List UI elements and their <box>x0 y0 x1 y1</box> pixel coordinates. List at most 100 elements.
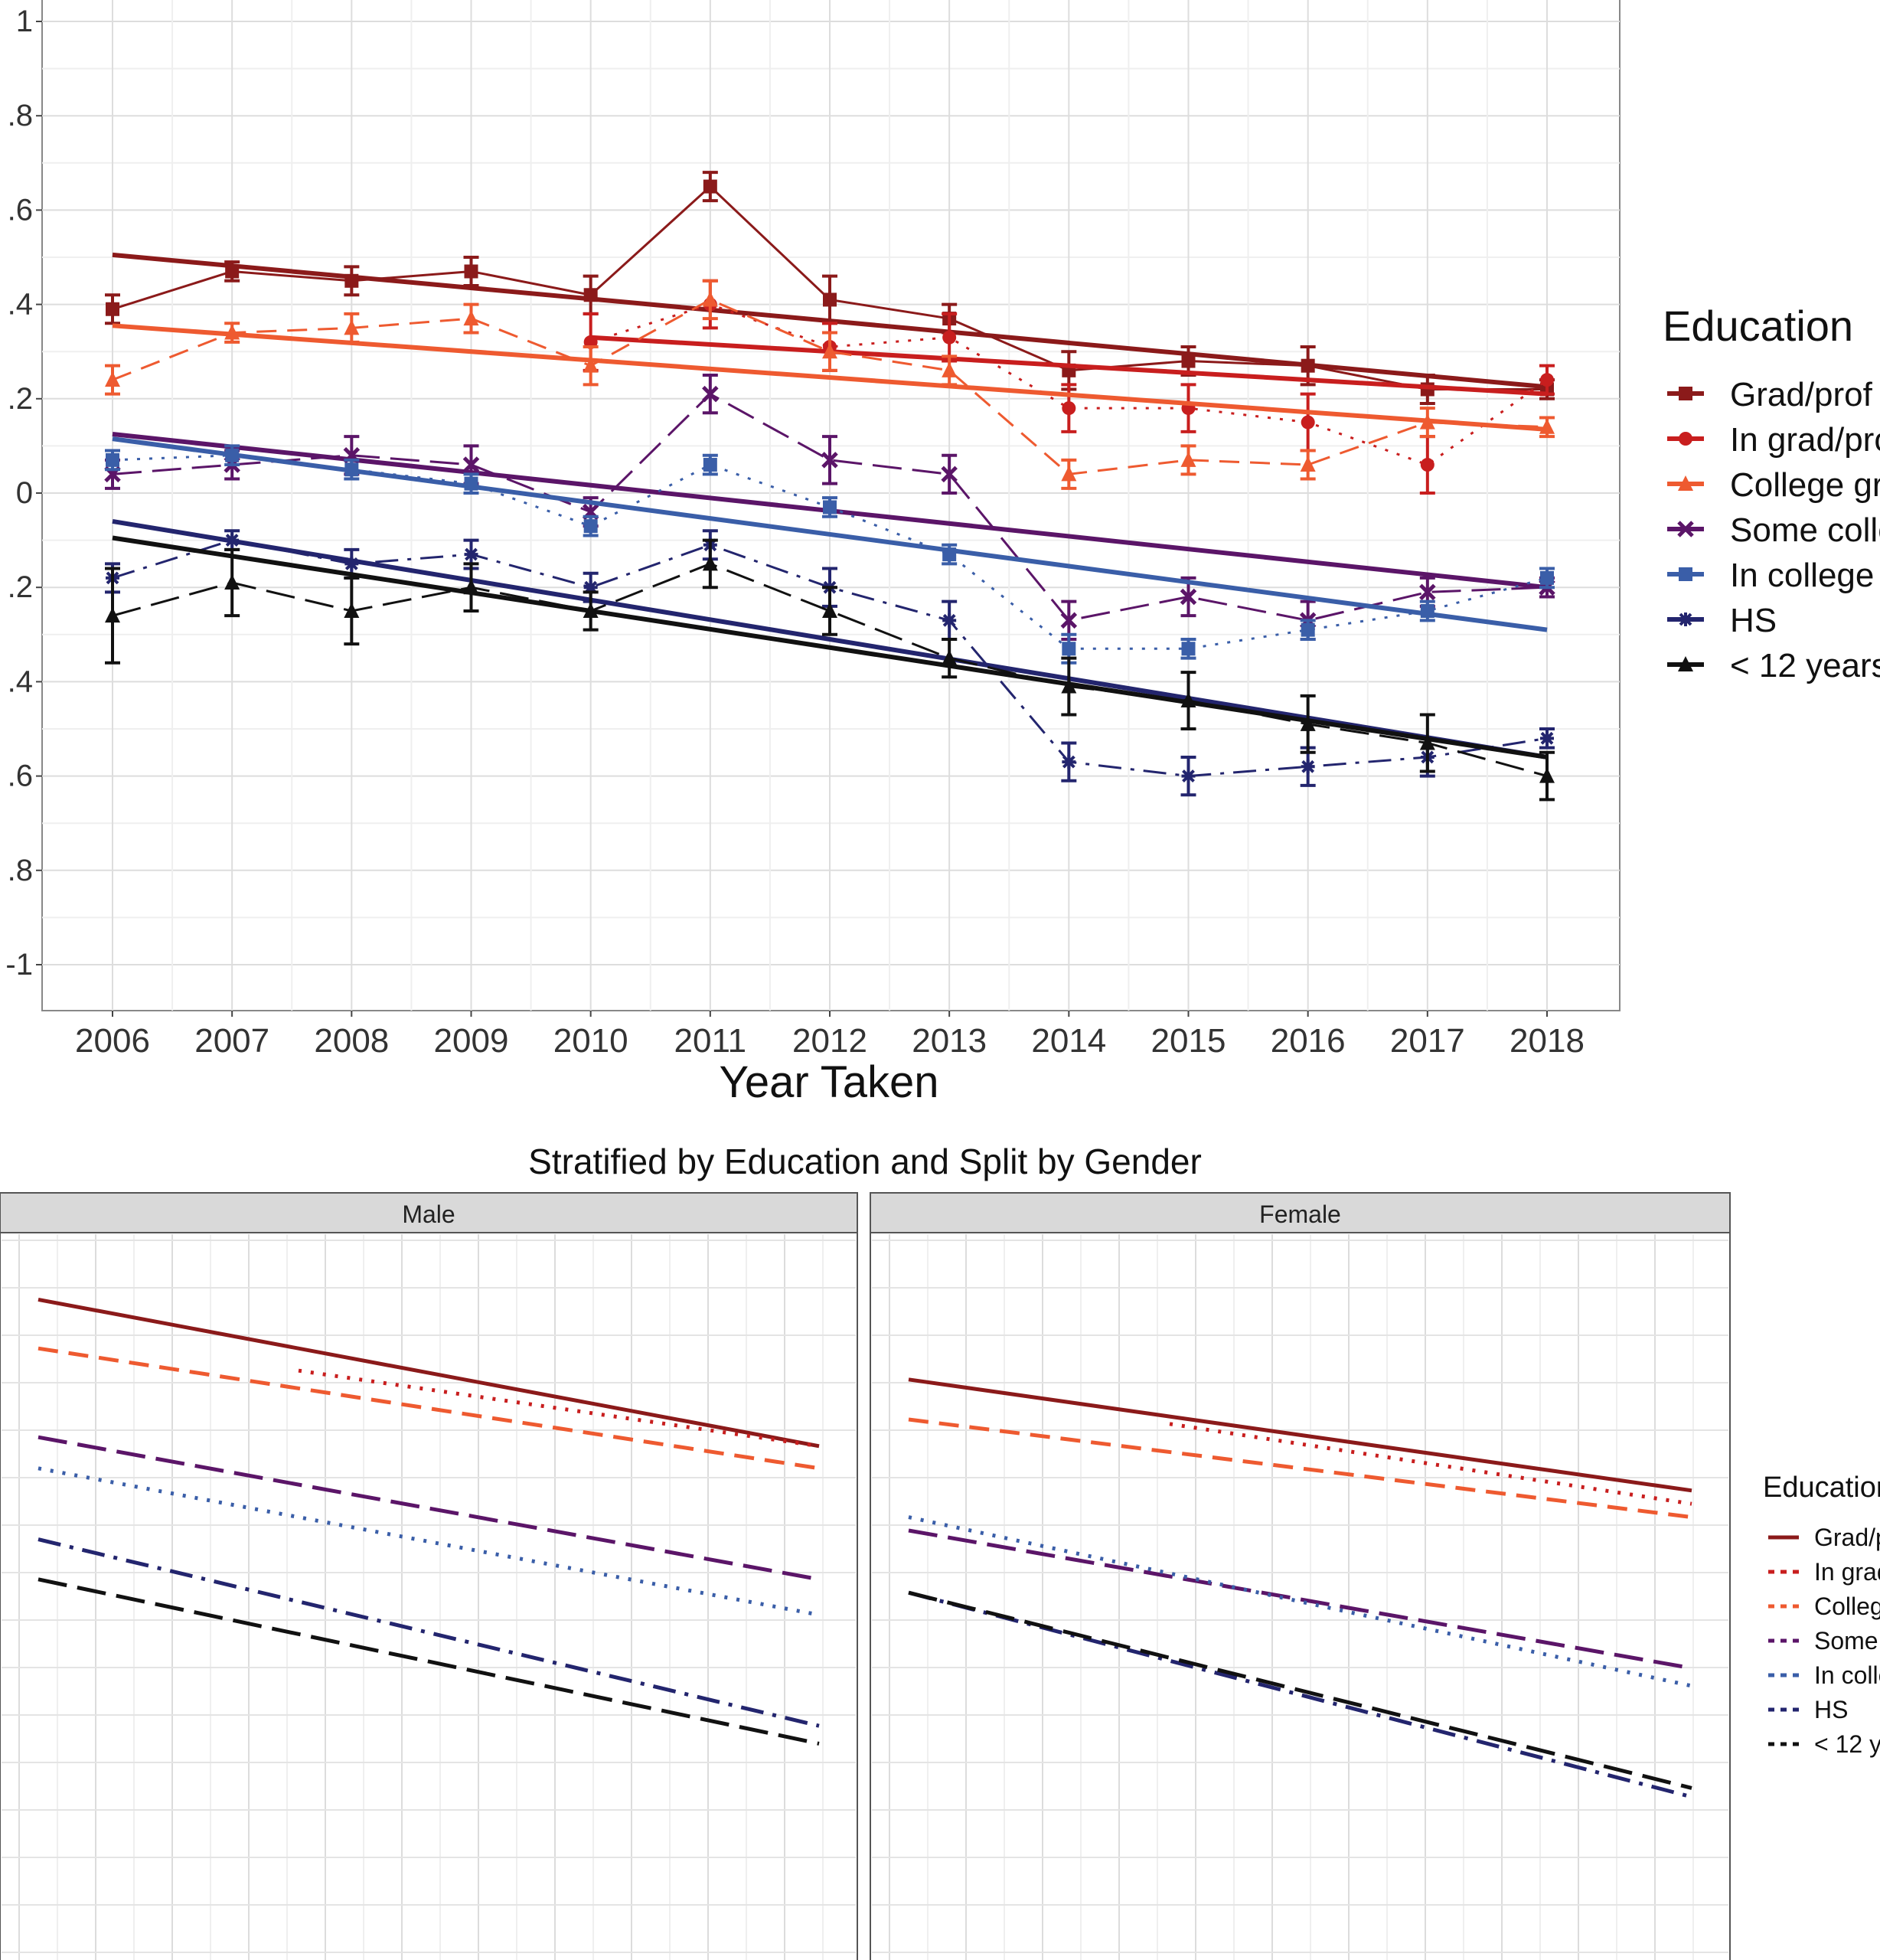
legend-label: < 12 years <box>1814 1730 1880 1758</box>
facet-frame <box>870 1232 1731 1960</box>
data-point <box>344 462 359 477</box>
data-point <box>1419 583 1436 601</box>
legend-item: In grad/prof <box>1667 421 1880 459</box>
data-point <box>463 579 479 595</box>
data-point <box>583 519 598 534</box>
data-point <box>583 603 599 618</box>
fit-line-0 <box>38 1297 820 1449</box>
legend-key-marker <box>1677 521 1694 537</box>
legend-item: College grad <box>1667 466 1880 504</box>
legend-label: HS <box>1730 602 1777 639</box>
data-point <box>1061 466 1077 482</box>
data-point <box>583 357 599 373</box>
fit-line-1 <box>298 1368 820 1449</box>
y-tick-label: .4 <box>8 288 33 322</box>
data-point <box>941 466 958 483</box>
legend-item: < 12 years <box>1667 647 1880 684</box>
x-tick-label: 2015 <box>1151 1022 1226 1060</box>
legend-key-marker <box>1678 656 1693 671</box>
top-panel: 1 .8 .6 .4 .2 0 .2 .4 .6 .8 -1 2006 2007 2008 2009 2010… <box>5 0 1621 1107</box>
legend-key-marker <box>1679 612 1692 626</box>
data-point <box>1300 456 1316 472</box>
y-tick-label: .6 <box>8 760 33 793</box>
data-point <box>225 264 240 279</box>
data-point <box>703 458 717 472</box>
data-point <box>224 324 240 340</box>
data-point <box>702 555 718 571</box>
data-point <box>344 603 360 618</box>
legend-label: Grad/prof <box>1730 376 1873 413</box>
facet-male: Male <box>0 1192 858 1960</box>
data-point <box>464 547 478 562</box>
data-point <box>1060 612 1078 629</box>
legend-item: In college <box>1667 557 1874 594</box>
facet-label: Male <box>402 1200 455 1228</box>
legend-item: Some college <box>1667 511 1880 549</box>
y-tick-label: .6 <box>8 193 33 227</box>
legend-label: Some college <box>1730 511 1880 549</box>
fit-line-4 <box>38 1466 820 1617</box>
legend-key-marker <box>1679 567 1692 581</box>
x-tick-label: 2008 <box>314 1022 389 1060</box>
bottom-title: Stratified by Education and Split by Gen… <box>528 1142 1202 1181</box>
y-tick-label: .2 <box>8 382 33 416</box>
data-point <box>344 319 360 335</box>
legend-key-marker <box>1679 432 1692 446</box>
legend-label: College grad <box>1814 1592 1880 1620</box>
facet-label: Female <box>1259 1200 1341 1228</box>
data-point <box>702 291 718 307</box>
data-point <box>1540 570 1554 585</box>
legend-key-marker <box>1678 475 1693 491</box>
legend-label: In college <box>1730 557 1874 594</box>
top-series <box>104 171 1555 802</box>
y-tick-label: .8 <box>8 99 33 132</box>
data-point <box>942 547 957 562</box>
data-point <box>1181 642 1196 656</box>
data-point <box>1420 458 1434 472</box>
fit-line-6 <box>908 1590 1692 1790</box>
data-point <box>106 452 119 467</box>
data-point <box>225 448 240 462</box>
fit-line-3 <box>38 1435 820 1582</box>
legend-item: In college <box>1768 1661 1880 1689</box>
legend-title: Education <box>1763 1472 1880 1504</box>
series-2 <box>105 279 1555 490</box>
data-point <box>1180 692 1196 708</box>
data-point <box>822 603 837 618</box>
legend-title: Education <box>1663 302 1853 350</box>
top-axes: 1 .8 .6 .4 .2 0 .2 .4 .6 .8 -1 2006 2007 2008 2009 2010… <box>5 5 1585 1107</box>
legend-label: HS <box>1814 1696 1848 1723</box>
legend-item: Grad/prof <box>1768 1524 1880 1551</box>
x-tick-label: 2018 <box>1510 1022 1585 1060</box>
y-tick-label: .8 <box>8 854 33 887</box>
series-6 <box>105 535 1555 802</box>
x-axis-title: Year Taken <box>719 1057 938 1107</box>
data-point <box>823 500 837 514</box>
data-point <box>106 302 119 316</box>
data-point <box>463 310 479 326</box>
data-point <box>464 264 478 279</box>
legend-item: In grad/prof <box>1768 1558 1880 1586</box>
data-point <box>1181 354 1196 368</box>
data-point <box>1062 401 1076 416</box>
data-point <box>1300 715 1316 731</box>
fit-line-3 <box>908 1528 1692 1671</box>
legend-key-marker <box>1679 387 1692 400</box>
data-point <box>821 452 838 469</box>
data-point <box>1062 755 1076 769</box>
facet-gridlines <box>2 1234 856 1960</box>
data-point <box>1540 373 1554 387</box>
y-tick-label: .2 <box>8 570 33 604</box>
fit-line-2 <box>38 1346 820 1471</box>
legend-item: Grad/prof <box>1667 376 1873 413</box>
data-point <box>464 476 478 491</box>
series-4 <box>105 436 1555 665</box>
legend-label: In grad/prof <box>1730 421 1880 459</box>
data-point <box>1301 760 1315 774</box>
data-point <box>1301 358 1315 373</box>
y-tick-label: 0 <box>16 476 33 510</box>
facet-strip <box>0 1192 858 1233</box>
data-point <box>823 292 837 307</box>
data-point <box>583 288 598 302</box>
legend-label: In grad/prof <box>1814 1558 1880 1586</box>
